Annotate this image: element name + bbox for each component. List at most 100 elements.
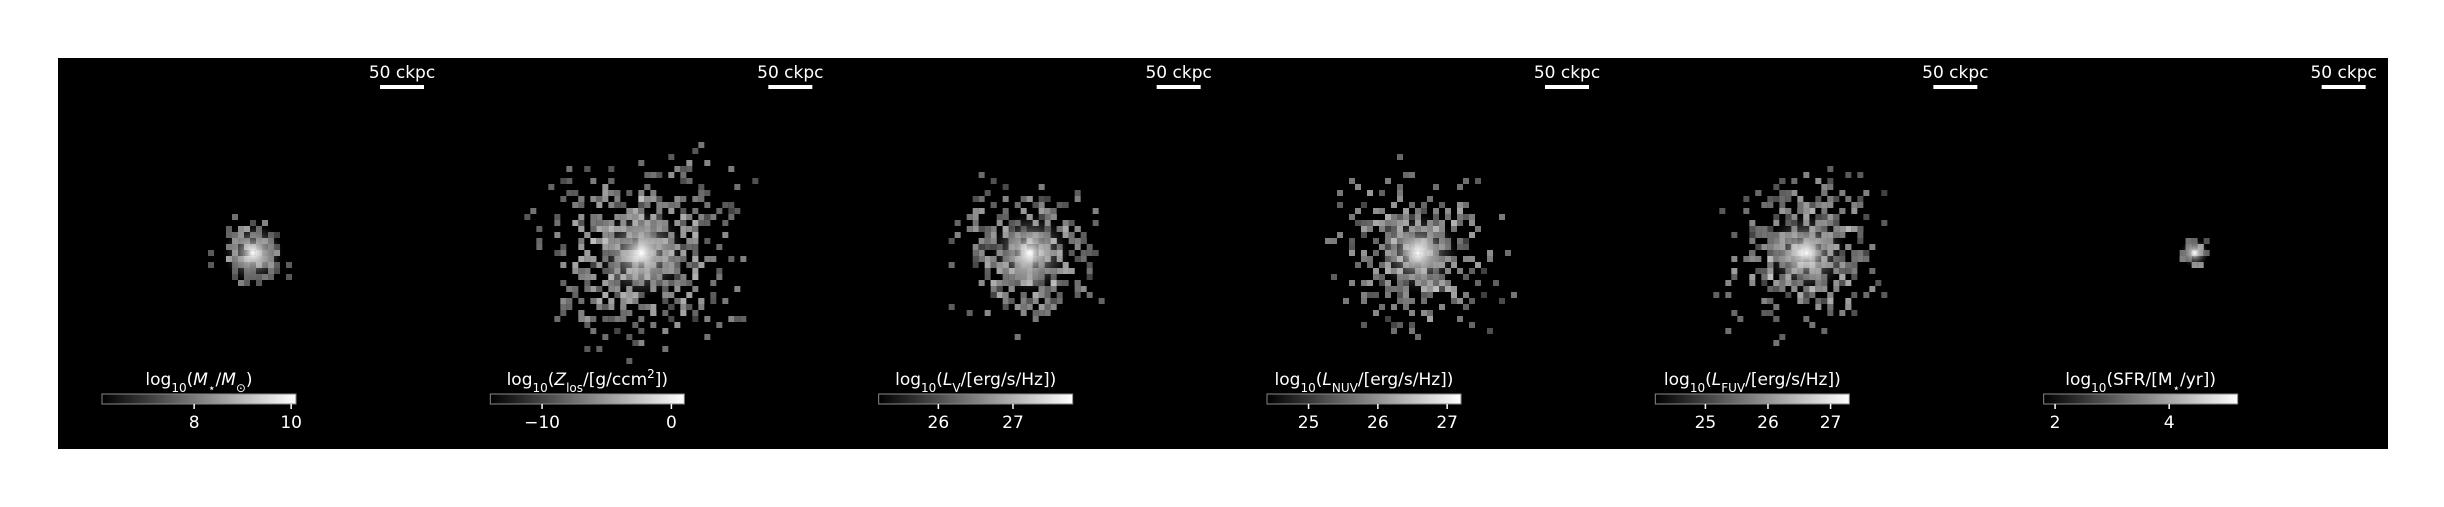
map-pixel <box>560 310 567 316</box>
map-pixel <box>608 286 615 292</box>
map-pixel <box>680 208 687 214</box>
map-pixel <box>1044 214 1051 220</box>
map-pixel <box>578 310 585 316</box>
map-pixel <box>1749 274 1756 280</box>
map-pixel <box>578 202 585 208</box>
map-pixel <box>1361 322 1367 328</box>
map-pixel <box>256 280 262 286</box>
map-pixel <box>1044 304 1051 310</box>
map-pixel <box>1427 310 1433 316</box>
colorbar-label-part: Z <box>553 370 566 390</box>
map-pixel <box>1755 226 1762 232</box>
map-pixel <box>1397 286 1403 292</box>
map-pixel <box>948 262 955 268</box>
map-pixel <box>1845 268 1852 274</box>
map-pixel <box>668 292 675 298</box>
map-pixel <box>1755 256 1762 262</box>
map-pixel <box>990 280 997 286</box>
map-pixel <box>698 184 705 190</box>
map-pixel <box>1863 250 1870 256</box>
map-pixel <box>1827 202 1834 208</box>
map-pixel <box>1445 214 1451 220</box>
map-pixel <box>1833 286 1840 292</box>
map-pixel <box>1032 310 1039 316</box>
map-pixel <box>650 304 657 310</box>
map-pixel <box>1845 244 1852 250</box>
map-pixel <box>698 304 705 310</box>
map-pixel <box>1833 214 1840 220</box>
map-pixel <box>1845 280 1852 286</box>
map-pixel <box>674 298 681 304</box>
map-pixel <box>1074 226 1081 232</box>
map-pixel <box>1839 232 1846 238</box>
map-pixel <box>1062 232 1069 238</box>
colorbar-tick-label: −10 <box>524 413 560 433</box>
colorbar-label-part: log <box>1275 370 1301 390</box>
map-pixel <box>1391 322 1397 328</box>
colorbar-label: log10(SFR/[M⋆/yr]) <box>2065 370 2216 395</box>
map-pixel <box>1385 292 1391 298</box>
map-pixel <box>996 280 1003 286</box>
map-pixel <box>662 328 669 334</box>
map-pixel <box>1463 244 1469 250</box>
map-pixel <box>704 316 711 322</box>
map-pixel <box>1839 190 1846 196</box>
map-pixel <box>1403 304 1409 310</box>
map-pixel <box>1038 202 1045 208</box>
map-pixel <box>680 298 687 304</box>
map-pixel <box>1469 256 1475 262</box>
map-pixel <box>704 334 711 340</box>
map-pixel <box>686 178 693 184</box>
map-pixel <box>1385 286 1391 292</box>
map-pixel <box>1361 280 1367 286</box>
colorbar-tick-label: 27 <box>1002 413 1024 433</box>
colorbar-label: log10(M⋆/M⊙) <box>145 370 252 395</box>
map-pixel <box>560 298 567 304</box>
map-pixel <box>1767 310 1774 316</box>
map-pixel <box>978 250 985 256</box>
map-pixel <box>584 268 591 274</box>
map-pixel <box>1361 202 1367 208</box>
map-pixel <box>536 244 543 250</box>
map-pixel <box>1379 226 1385 232</box>
map-pixel <box>572 292 579 298</box>
map-pixel <box>1062 202 1069 208</box>
map-pixel <box>1761 268 1768 274</box>
map-pixel <box>948 304 955 310</box>
map-pixel <box>590 316 597 322</box>
map-pixel <box>566 190 573 196</box>
map-pixel <box>1367 292 1373 298</box>
map-pixel <box>1773 214 1780 220</box>
map-pixel <box>704 220 711 226</box>
colorbar-label: log10(LNUV/[erg/s/Hz]) <box>1275 370 1454 395</box>
map-pixel <box>1839 310 1846 316</box>
map-pixel <box>1457 184 1463 190</box>
map-pixel <box>1451 292 1457 298</box>
map-pixel <box>716 244 723 250</box>
map-pixel <box>226 226 232 232</box>
colorbar-tick-label: 0 <box>666 413 677 433</box>
map-pixel <box>1773 304 1780 310</box>
map-pixel <box>620 310 627 316</box>
map-pixel <box>680 214 687 220</box>
map-pixel <box>1875 280 1882 286</box>
map-pixel <box>1026 196 1033 202</box>
map-pixel <box>1409 202 1415 208</box>
map-pixel <box>602 184 609 190</box>
map-pixel <box>1827 298 1834 304</box>
map-pixel <box>1851 310 1858 316</box>
map-pixel <box>1749 226 1756 232</box>
map-pixel <box>984 232 991 238</box>
map-pixel <box>680 196 687 202</box>
map-pixel <box>978 172 985 178</box>
map-pixel <box>1044 286 1051 292</box>
map-pixel <box>1731 256 1738 262</box>
map-pixel <box>686 238 693 244</box>
map-pixel <box>1092 208 1099 214</box>
map-pixel <box>1056 280 1063 286</box>
map-pixel <box>1403 298 1409 304</box>
map-pixel <box>734 208 741 214</box>
map-pixel <box>972 208 979 214</box>
